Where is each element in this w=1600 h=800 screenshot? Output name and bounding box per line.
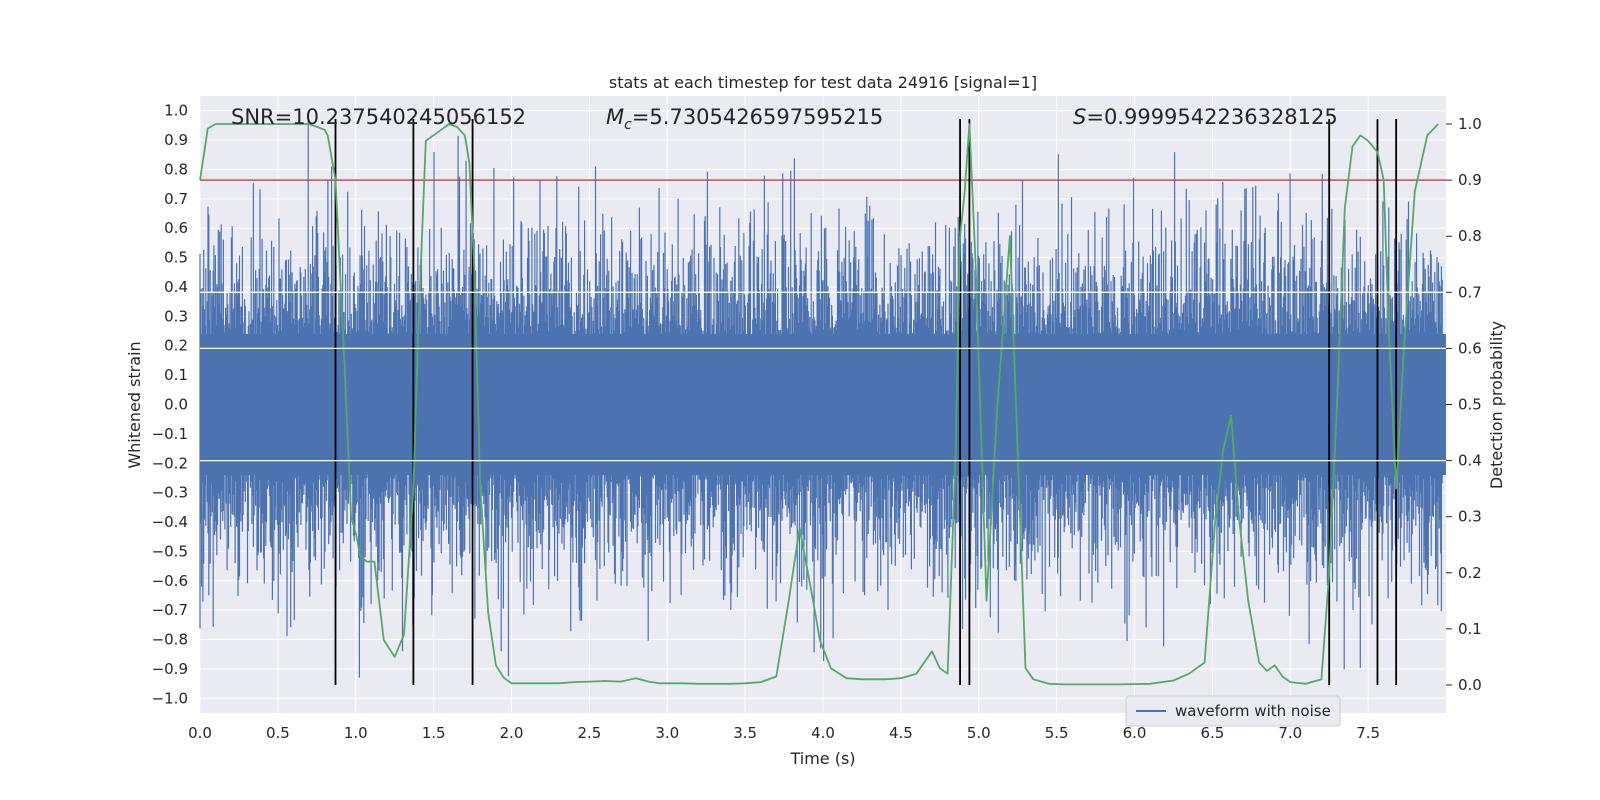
y-tick-label: −0.8 [152, 631, 188, 649]
x-tick-label: 7.0 [1278, 724, 1302, 742]
y-tick-label: 0.7 [164, 190, 188, 208]
x-tick-label: 7.5 [1356, 724, 1380, 742]
x-ticks: 0.0 0.5 1.0 1.5 2.0 2.5 3.0 3.5 4.0 4.5 5.0 5.5 6.0 6… [188, 724, 1380, 742]
y2-tick-label: 0.1 [1458, 620, 1482, 638]
y-tick-label: 0.1 [164, 366, 188, 384]
chart-title: stats at each timestep for test data 249… [609, 73, 1037, 92]
y-tick-label: 0.4 [164, 278, 188, 296]
mc-subscript: c [624, 117, 632, 133]
y2-tick-label: 0.2 [1458, 564, 1482, 582]
x-tick-label: 6.5 [1200, 724, 1224, 742]
x-tick-label: 0.5 [266, 724, 290, 742]
s-symbol: S [1073, 105, 1086, 129]
y-tick-label: 1.0 [164, 102, 188, 120]
y2-ticks: 1.0 0.9 0.8 0.7 0.6 0.5 0.4 0.3 0.2 0.1 0.0 [1446, 115, 1482, 694]
x-tick-label: 5.5 [1045, 724, 1069, 742]
y-tick-label: −0.2 [152, 454, 188, 472]
y2-tick-label: 0.7 [1458, 283, 1482, 301]
y2-tick-label: 0.4 [1458, 452, 1482, 470]
y-tick-label: −0.6 [152, 572, 188, 590]
y-tick-label: −0.1 [152, 425, 188, 443]
y-tick-label: 0.2 [164, 337, 188, 355]
legend: waveform with noise [1125, 695, 1341, 727]
y-tick-label: 0.5 [164, 249, 188, 267]
x-axis-label: Time (s) [789, 749, 855, 768]
s-value: =0.9999542236328125 [1086, 105, 1337, 129]
y-tick-label: −0.5 [152, 542, 188, 560]
mc-symbol: M [606, 105, 624, 129]
y-tick-label: 0.9 [164, 131, 188, 149]
y2-tick-label: 0.8 [1458, 227, 1482, 245]
snr-annotation: SNR=10.237540245056152 [231, 105, 526, 129]
x-tick-label: 6.0 [1123, 724, 1147, 742]
y-axis-label: Whitened strain [125, 341, 144, 468]
x-tick-label: 5.0 [967, 724, 991, 742]
y-tick-label: −1.0 [152, 689, 188, 707]
s-annotation: S=0.9999542236328125 [1073, 105, 1338, 129]
y-tick-label: −0.3 [152, 484, 188, 502]
x-tick-label: 0.0 [188, 724, 212, 742]
secondary-grid [200, 291, 1446, 462]
strain-series [199, 119, 1446, 678]
y-tick-label: 0.3 [164, 307, 188, 325]
y2-tick-label: 0.9 [1458, 171, 1482, 189]
y2-tick-label: 0.0 [1458, 676, 1482, 694]
strain-core [200, 333, 1446, 476]
x-tick-label: 1.0 [344, 724, 368, 742]
y-ticks: 1.0 0.9 0.8 0.7 0.6 0.5 0.4 0.3 0.2 0.1 0.0 −0.1 −0.… [152, 102, 188, 708]
y2-axis-label: Detection probability [1487, 321, 1506, 489]
x-tick-label: 4.0 [811, 724, 835, 742]
y-tick-label: 0.0 [164, 396, 188, 414]
y-tick-label: 0.8 [164, 160, 188, 178]
x-tick-label: 2.0 [500, 724, 524, 742]
y2-tick-label: 0.6 [1458, 339, 1482, 357]
mc-value: =5.7305426597595215 [632, 105, 883, 129]
legend-label: waveform with noise [1175, 702, 1331, 720]
y2-tick-label: 1.0 [1458, 115, 1482, 133]
x-tick-label: 3.5 [733, 724, 757, 742]
mc-annotation: Mc=5.7305426597595215 [606, 105, 883, 133]
y-tick-label: −0.7 [152, 601, 188, 619]
detection-probability-line [199, 123, 1439, 686]
y-tick-label: 0.6 [164, 219, 188, 237]
x-tick-label: 2.5 [577, 724, 601, 742]
y-tick-label: −0.4 [152, 513, 188, 531]
y-tick-label: −0.9 [152, 660, 188, 678]
legend-box [1125, 695, 1341, 727]
x-tick-label: 3.0 [655, 724, 679, 742]
x-tick-label: 1.5 [422, 724, 446, 742]
y2-tick-label: 0.3 [1458, 508, 1482, 526]
y2-tick-label: 0.5 [1458, 396, 1482, 414]
x-tick-label: 4.5 [889, 724, 913, 742]
